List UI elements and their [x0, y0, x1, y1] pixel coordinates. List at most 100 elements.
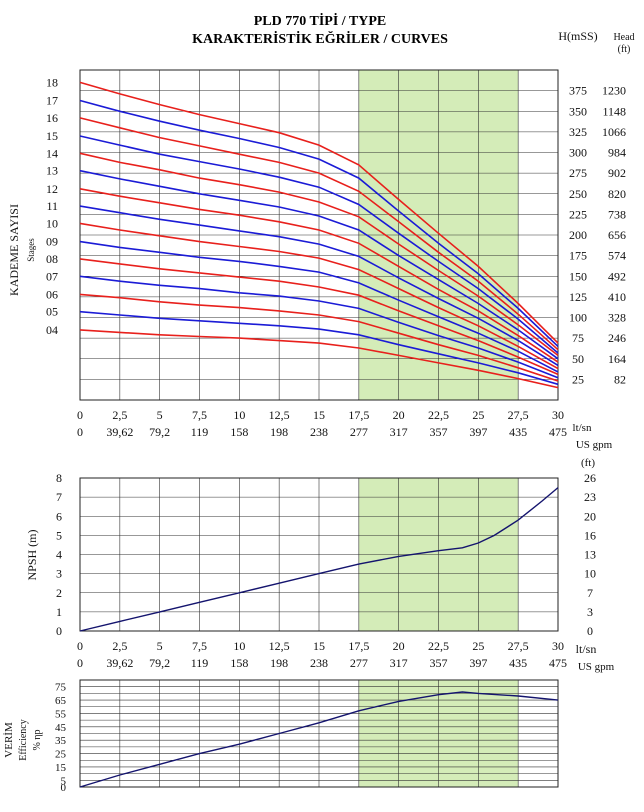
npsh-x-gpm-tick: 158 [230, 656, 248, 670]
npsh-x-gpm-tick: 119 [191, 656, 209, 670]
head-m-tick: 50 [572, 352, 584, 366]
head-curve-4-stages [79, 329, 559, 389]
npsh-y-tick: 1 [56, 605, 62, 619]
npsh-x-tick: 10 [233, 639, 245, 653]
npsh-y-tick: 0 [56, 624, 62, 638]
head-curve-8-stages [79, 258, 559, 376]
npsh-x-gpm-tick: 277 [350, 656, 368, 670]
stage-label: 07 [46, 269, 58, 283]
head-x-tick: 22,5 [428, 408, 449, 422]
head-m-tick: 75 [572, 331, 584, 345]
head-m-tick: 375 [569, 84, 587, 98]
head-curve-14-stages [79, 152, 559, 357]
npsh-y-tick: 6 [56, 509, 62, 523]
npsh-y-tick: 7 [56, 490, 62, 504]
head-x-tick: 5 [157, 408, 163, 422]
head-curve-9-stages [79, 240, 559, 373]
eff-y-tick: 45 [55, 722, 67, 734]
head-ft-unit: (ft) [618, 44, 631, 55]
stage-label: 14 [46, 146, 58, 160]
head-curve-15-stages [79, 135, 559, 354]
head-ft-tick: 328 [608, 311, 626, 325]
head-x-gpm-tick: 79,2 [149, 425, 170, 439]
head-x-tick: 12,5 [269, 408, 290, 422]
npsh-x-tick: 27,5 [508, 639, 529, 653]
npsh-y-tick: 2 [56, 586, 62, 600]
stage-label: 12 [46, 182, 58, 196]
chart-title-line2: KARAKTERİSTİK EĞRİLER / CURVES [192, 32, 448, 47]
npsh-x-tick: 12,5 [269, 639, 290, 653]
head-ft-tick: 410 [608, 290, 626, 304]
head-curve-6-stages [79, 293, 559, 382]
head-x-unit2: US gpm [576, 439, 613, 451]
npsh-ft-tick: 3 [587, 605, 593, 619]
npsh-ft-tick: 23 [584, 490, 596, 504]
head-ft-tick: 1066 [602, 125, 626, 139]
eff-ylabel2: Efficiency [18, 719, 29, 760]
head-ft-label: Head [613, 32, 634, 43]
head-ft-tick: 82 [614, 372, 626, 386]
npsh-x-unit2: US gpm [578, 661, 615, 673]
head-x-gpm-tick: 357 [430, 425, 448, 439]
head-curve-16-stages [79, 117, 559, 351]
head-ft-tick: 902 [608, 166, 626, 180]
eff-y-tick: 5 [61, 775, 67, 787]
head-ft-tick: 738 [608, 207, 626, 221]
npsh-x-tick: 25 [472, 639, 484, 653]
npsh-x-gpm-tick: 357 [430, 656, 448, 670]
npsh-ft-tick: 7 [587, 586, 593, 600]
head-x-tick: 27,5 [508, 408, 529, 422]
head-ft-tick: 492 [608, 269, 626, 283]
head-x-gpm-tick: 119 [191, 425, 209, 439]
head-m-tick: 350 [569, 104, 587, 118]
head-m-tick: 300 [569, 146, 587, 160]
npsh-x-gpm-tick: 198 [270, 656, 288, 670]
head-m-tick: 150 [569, 269, 587, 283]
npsh-x-gpm-tick: 397 [469, 656, 487, 670]
npsh-ft-tick: 13 [584, 548, 596, 562]
head-x-tick: 20 [393, 408, 405, 422]
eff-y-tick: 15 [55, 762, 67, 774]
eff-ylabel: VERİM [3, 722, 15, 758]
head-curve-5-stages [79, 310, 559, 386]
head-m-tick: 125 [569, 290, 587, 304]
head-m-tick: 175 [569, 249, 587, 263]
npsh-y-tick: 3 [56, 567, 62, 581]
npsh-x-tick: 20 [393, 639, 405, 653]
npsh-y-tick: 8 [56, 471, 62, 485]
head-ylabel: KADEME SAYISI [7, 204, 21, 296]
npsh-ft-tick: 26 [584, 471, 596, 485]
head-x-tick: 7,5 [192, 408, 207, 422]
npsh-x-unit1: lt/sn [576, 642, 597, 656]
npsh-x-gpm-tick: 475 [549, 656, 567, 670]
head-x-tick: 0 [77, 408, 83, 422]
head-ft-tick: 164 [608, 352, 626, 366]
head-x-gpm-tick: 435 [509, 425, 527, 439]
head-curve-11-stages [79, 205, 559, 367]
npsh-y-tick: 5 [56, 528, 62, 542]
head-x-tick: 30 [552, 408, 564, 422]
npsh-x-tick: 17,5 [348, 639, 369, 653]
npsh-x-tick: 0 [77, 639, 83, 653]
head-m-tick: 25 [572, 372, 584, 386]
eff-y-tick: 0 [61, 782, 67, 794]
npsh-ft-tick: 10 [584, 567, 596, 581]
head-ft-tick: 1230 [602, 84, 626, 98]
stage-label: 05 [46, 305, 58, 319]
head-x-gpm-tick: 238 [310, 425, 328, 439]
stage-label: 08 [46, 252, 58, 266]
stage-label: 13 [46, 164, 58, 178]
head-x-tick: 10 [233, 408, 245, 422]
stage-label: 18 [46, 75, 58, 89]
head-x-tick: 15 [313, 408, 325, 422]
stage-label: 15 [46, 129, 58, 143]
stage-label: 10 [46, 216, 58, 230]
npsh-x-gpm-tick: 317 [390, 656, 408, 670]
eff-y-tick: 75 [55, 682, 67, 694]
head-m-tick: 100 [569, 311, 587, 325]
eff-y-tick: 35 [55, 735, 67, 747]
head-curve-13-stages [79, 169, 559, 360]
head-x-gpm-tick: 198 [270, 425, 288, 439]
head-m-tick: 325 [569, 125, 587, 139]
